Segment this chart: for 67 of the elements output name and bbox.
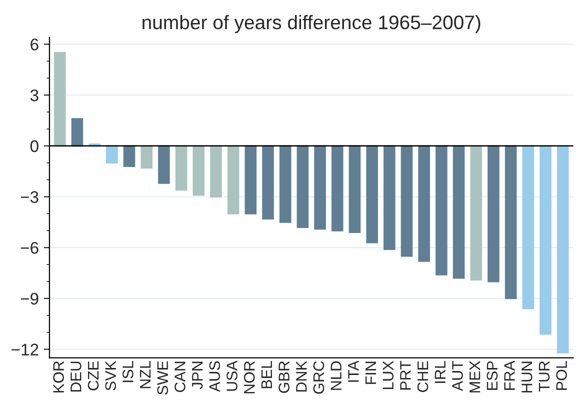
x-tick-label: ISL <box>122 361 134 382</box>
bar <box>279 145 292 223</box>
bar <box>123 145 136 167</box>
bar <box>244 145 257 214</box>
x-tick-label: CZE <box>88 361 99 390</box>
bar <box>348 145 361 234</box>
bar <box>158 145 170 184</box>
x-tick-label: GRC <box>313 361 324 394</box>
x-tick-label: KOR <box>53 361 64 392</box>
x-tick-label: AUT <box>452 360 463 392</box>
x-tick-label: HUN <box>522 362 532 392</box>
bar <box>470 145 482 280</box>
bar <box>331 145 344 232</box>
x-tick-label: CAN <box>174 362 186 392</box>
bar <box>262 145 274 220</box>
x-tick-label: NZL <box>140 361 151 388</box>
bar <box>400 145 413 257</box>
x-tick-label: MEX <box>470 360 480 392</box>
bar <box>366 145 378 244</box>
y-tick-label: −12 <box>12 344 38 356</box>
x-tick-label: IRL <box>434 361 446 383</box>
bar <box>296 145 309 228</box>
y-tick-label: 0 <box>30 140 38 152</box>
bar <box>71 118 84 147</box>
bar <box>314 145 326 230</box>
bar <box>556 145 569 354</box>
x-tick-label: TUR <box>538 361 550 392</box>
x-tick-label: JPN <box>192 362 203 390</box>
x-tick-label: LUX <box>382 360 394 390</box>
x-tick-label: ESP <box>486 361 498 390</box>
bar <box>106 145 118 164</box>
x-tick-label: POL <box>556 361 567 390</box>
bar <box>540 145 552 335</box>
x-tick-label: AUS <box>209 361 220 392</box>
bar <box>418 145 430 262</box>
bar <box>140 145 152 169</box>
x-tick-label: NOR <box>244 361 255 394</box>
x-tick-label: SWE <box>157 361 168 395</box>
bar <box>210 145 222 198</box>
bar <box>54 52 66 147</box>
x-tick-label: SVK <box>105 360 116 390</box>
y-tick-label: −6 <box>20 242 38 254</box>
y-tick-label: 6 <box>30 38 38 50</box>
bar <box>175 145 188 191</box>
bar <box>436 145 448 276</box>
y-tick-label: 3 <box>30 89 38 102</box>
bar <box>384 145 396 250</box>
x-tick-label: FRA <box>504 360 515 390</box>
y-tick-label: −3 <box>20 191 38 203</box>
x-tick-label: DEU <box>70 362 82 392</box>
x-tick-label: FIN <box>366 362 376 384</box>
x-tick-label: PRT <box>400 360 411 390</box>
x-tick-label: GBR <box>278 361 290 393</box>
bar <box>488 145 500 282</box>
x-tick-label: DNK <box>296 360 307 392</box>
x-tick-label: BEL <box>261 361 272 388</box>
bar <box>522 145 534 310</box>
chart-title: number of years difference 1965–2007) <box>142 15 480 34</box>
y-tick-label: −9 <box>20 292 38 305</box>
bar <box>227 145 240 214</box>
x-tick-label: ITA <box>348 360 359 382</box>
bar <box>504 145 517 300</box>
x-tick-label: CHE <box>417 361 428 392</box>
bar <box>192 145 205 196</box>
x-tick-label: USA <box>226 360 238 391</box>
x-tick-label: NLD <box>330 361 342 390</box>
bar <box>452 145 465 279</box>
